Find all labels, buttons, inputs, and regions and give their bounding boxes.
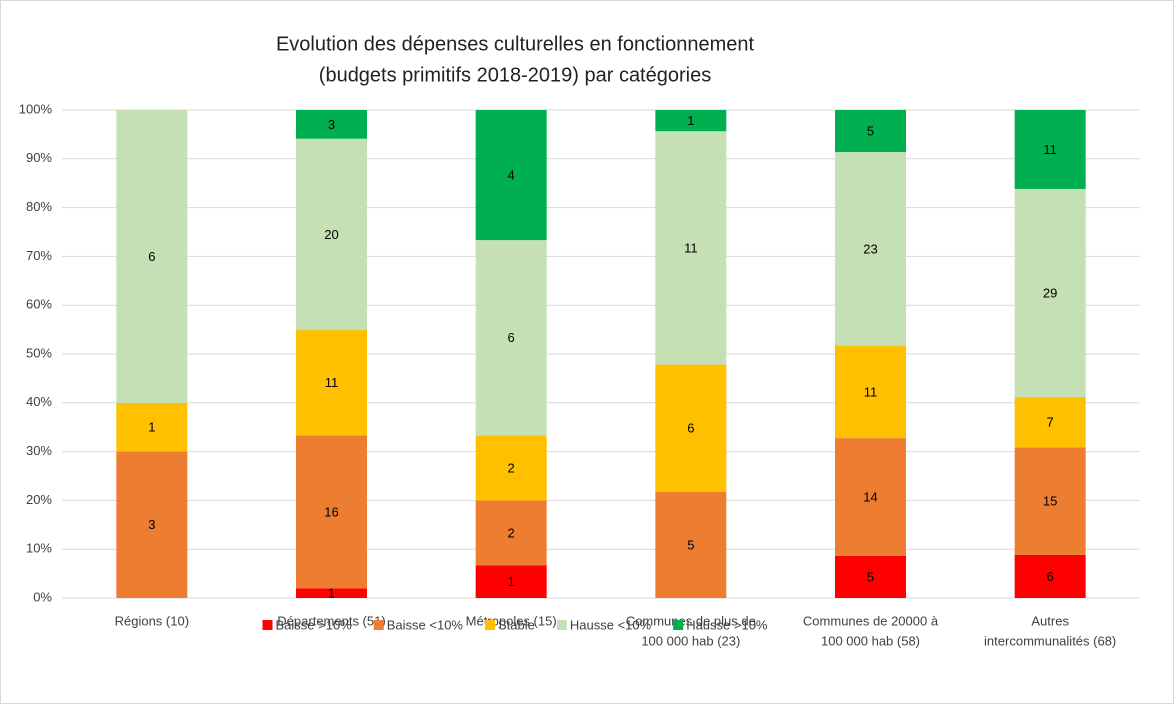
data-label: 14 (863, 489, 877, 504)
data-label: 1 (508, 574, 515, 589)
legend: Baisse >10% Baisse <10% Stable Hausse <10% H… (262, 617, 768, 632)
data-label: 6 (148, 249, 155, 264)
data-label: 16 (324, 504, 338, 519)
bar-segment (296, 110, 367, 139)
bar-segment (1014, 110, 1086, 189)
bar-segment (655, 110, 727, 132)
bar-segment (655, 364, 727, 492)
x-tick-label: Communes de plus de (626, 613, 756, 628)
y-tick-label: 40% (26, 394, 52, 409)
legend-swatch (485, 620, 495, 630)
chart-title: Evolution des dépenses culturelles en fo… (276, 33, 755, 55)
y-tick-label: 60% (26, 297, 52, 312)
legend-swatch (556, 620, 567, 630)
data-label: 6 (687, 421, 694, 436)
bar-segment (296, 330, 367, 436)
bar-segment (475, 565, 547, 598)
legend-label: Baisse >10% (276, 617, 353, 632)
data-label: 11 (325, 375, 339, 390)
data-label: 11 (1043, 142, 1057, 157)
legend-swatch (262, 620, 273, 630)
data-label: 11 (684, 240, 698, 255)
bar-segment (296, 435, 367, 589)
data-label: 5 (867, 569, 874, 584)
x-tick-label: intercommunalités (68) (984, 633, 1116, 648)
x-tick-label: Communes de 20000 à (803, 613, 939, 628)
bar-segment (116, 451, 188, 598)
bar-segment (655, 491, 727, 598)
data-label: 5 (687, 537, 694, 552)
y-tick-label: 70% (26, 248, 52, 263)
bar-segment (1014, 447, 1086, 555)
legend-label: Stable (498, 617, 535, 632)
data-label: 2 (508, 460, 515, 475)
data-label: 5 (867, 123, 874, 138)
data-label: 1 (328, 586, 335, 601)
x-tick-label: Autres (1031, 613, 1069, 628)
legend-label: Hausse >10% (686, 617, 768, 632)
x-tick-label: 100 000 hab (23) (641, 633, 740, 648)
bar-segment (1014, 554, 1086, 598)
y-tick-label: 90% (26, 150, 52, 165)
legend-swatch (373, 620, 384, 630)
x-tick-label: Régions (10) (115, 613, 189, 628)
data-label: 2 (508, 525, 515, 540)
bar-segment (835, 345, 906, 439)
data-label: 23 (863, 241, 877, 256)
bar-segment (475, 500, 547, 566)
x-tick-label: Départements (51) (277, 613, 385, 628)
legend-label: Hausse <10% (570, 617, 652, 632)
bar-segment (1014, 188, 1086, 398)
bar-segment (1014, 397, 1086, 448)
data-label: 1 (687, 113, 694, 128)
bar-segment (475, 240, 547, 436)
y-tick-label: 100% (19, 101, 53, 116)
data-label: 29 (1043, 285, 1057, 300)
y-tick-label: 50% (26, 345, 52, 360)
bar-segment (116, 402, 188, 452)
bar-segment (116, 110, 188, 403)
y-tick-label: 30% (26, 443, 52, 458)
legend-swatch (673, 620, 684, 630)
bar-segment (475, 110, 547, 241)
y-tick-label: 0% (33, 589, 52, 604)
legend-label: Baisse <10% (387, 617, 464, 632)
data-label: 3 (328, 117, 335, 132)
data-label: 3 (148, 517, 155, 532)
data-label: 7 (1047, 415, 1054, 430)
data-label: 11 (864, 384, 878, 399)
data-label: 1 (148, 420, 155, 435)
x-tick-label: 100 000 hab (58) (821, 633, 920, 648)
y-tick-label: 10% (26, 541, 52, 556)
bar-segment (835, 152, 906, 346)
bar-segment (296, 138, 367, 331)
bar-segment (475, 435, 547, 501)
data-label: 6 (508, 330, 515, 345)
data-label: 20 (324, 227, 338, 242)
bar-segment (296, 588, 367, 598)
data-label: 6 (1047, 569, 1054, 584)
y-tick-label: 80% (26, 199, 52, 214)
bar-segment (655, 131, 727, 365)
bar-segment (835, 555, 906, 598)
chart-title: (budgets primitifs 2018-2019) par catégo… (319, 64, 711, 86)
data-label: 15 (1043, 494, 1057, 509)
y-tick-label: 20% (26, 492, 52, 507)
bar-segment (835, 438, 906, 556)
data-label: 4 (508, 168, 515, 183)
bar-segment (835, 110, 906, 153)
